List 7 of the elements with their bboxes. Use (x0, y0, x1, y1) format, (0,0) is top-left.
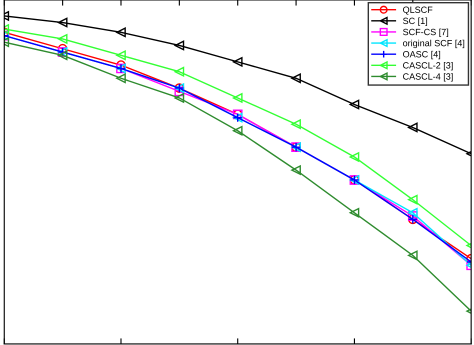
legend-label: original SCF [4] (403, 40, 464, 48)
legend-label: CASCL-2 [3] (403, 62, 453, 70)
legend-label: CASCL-4 [3] (403, 73, 453, 82)
legend-label: OASC [4] (403, 50, 440, 60)
legend-label: SCF-CS [7] (403, 28, 448, 37)
legend-label: QLSCF (403, 6, 432, 15)
legend-label: SC [1] (403, 17, 428, 26)
